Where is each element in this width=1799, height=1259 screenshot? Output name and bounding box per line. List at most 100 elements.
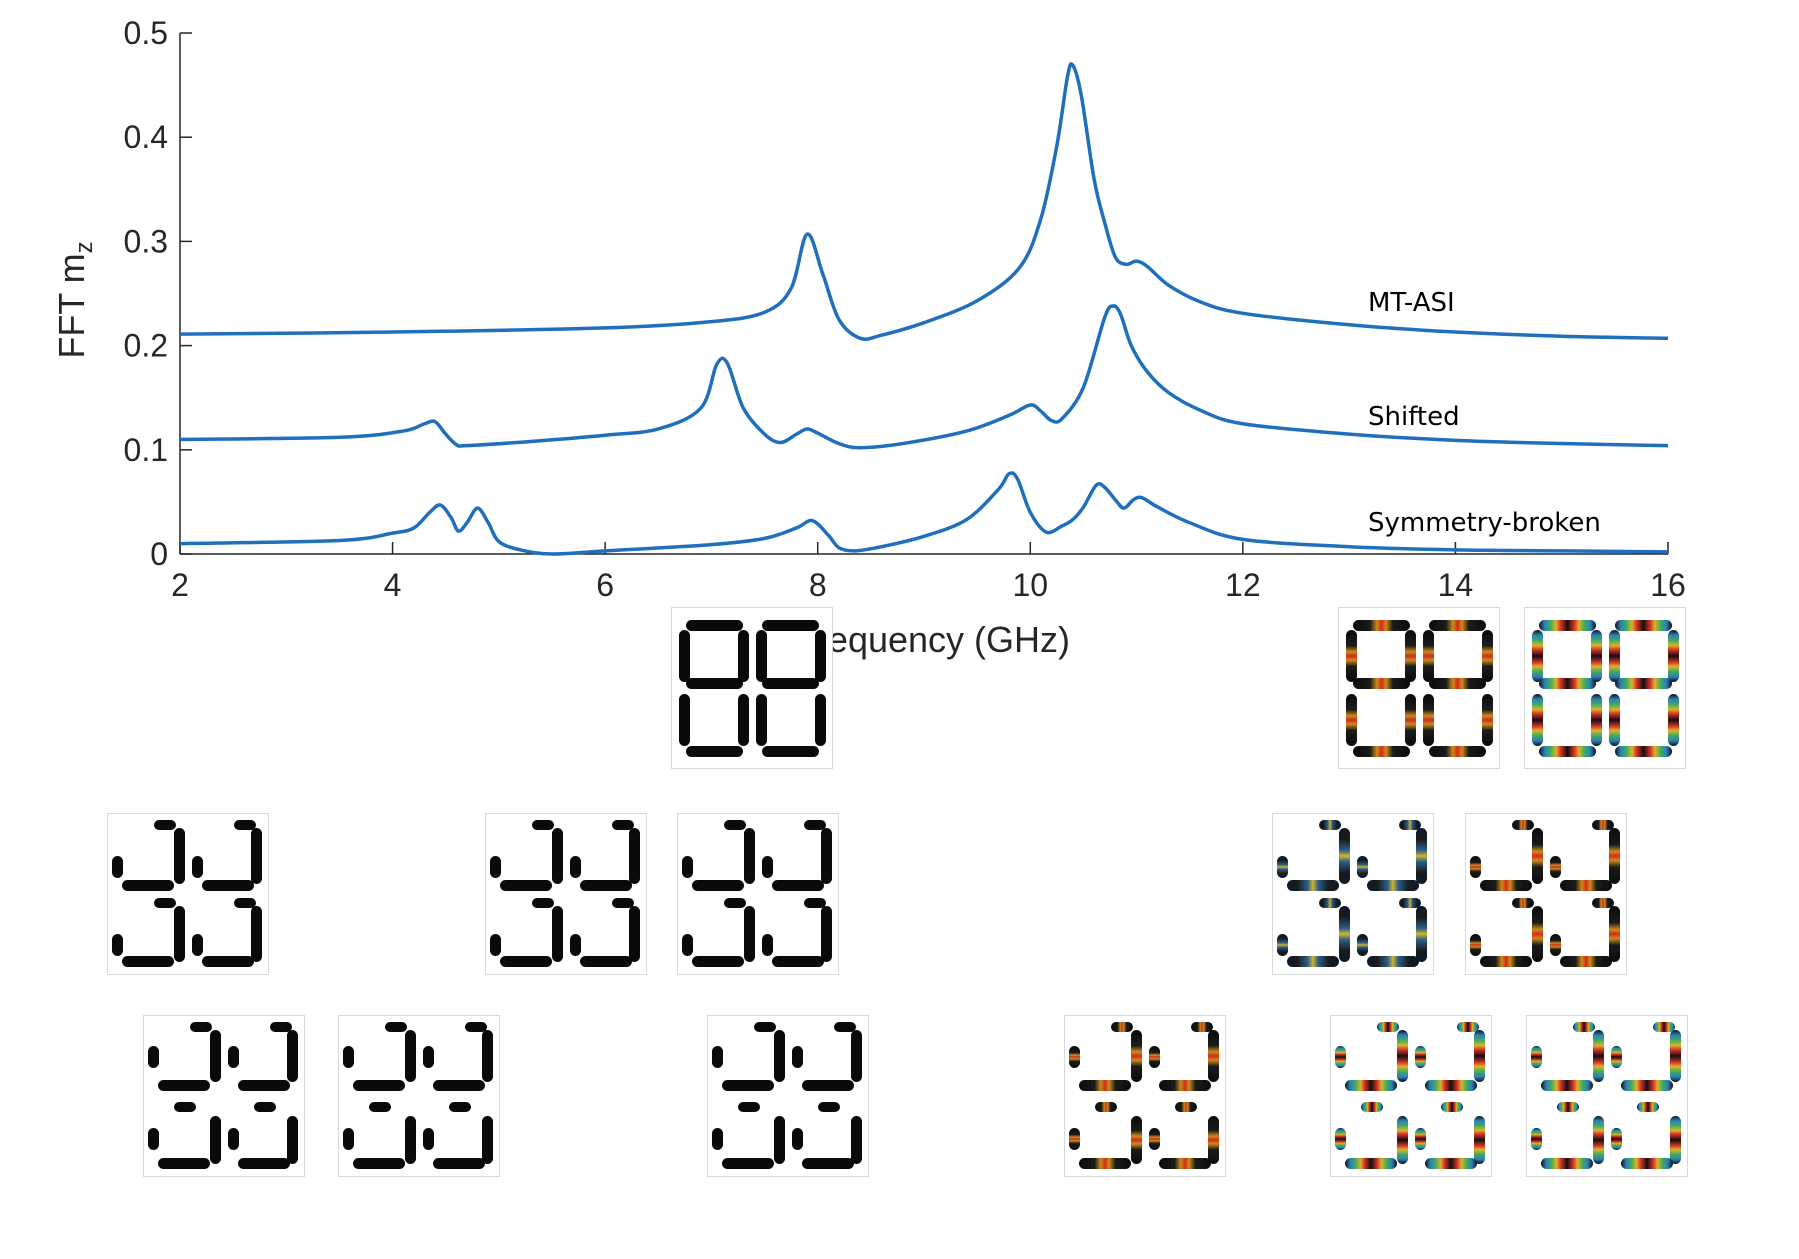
magnet-bar — [1611, 1128, 1622, 1150]
magnet-bar — [744, 828, 755, 884]
magnet-bar — [369, 1102, 391, 1112]
magnet-bar — [1425, 1080, 1477, 1091]
magnet-bar — [238, 1080, 290, 1091]
magnet-bar — [612, 898, 634, 908]
magnet-bar — [1069, 1128, 1080, 1150]
magnet-bar — [1405, 694, 1416, 746]
magnet-bar — [1441, 1102, 1463, 1112]
magnet-bar — [174, 828, 185, 884]
y-tick-label: 0 — [150, 536, 168, 572]
x-tick-label: 10 — [1012, 567, 1048, 603]
magnet-bar — [158, 1158, 210, 1169]
magnet-bar — [1532, 630, 1543, 682]
magnet-array — [1531, 1022, 1681, 1169]
magnet-bar — [792, 1128, 803, 1150]
magnet-array — [1532, 620, 1679, 757]
magnet-bar — [774, 1030, 785, 1082]
magnet-bar — [1429, 678, 1486, 689]
magnet-bar — [722, 1158, 774, 1169]
magnet-bar — [1474, 1116, 1485, 1164]
magnet-bar — [1615, 678, 1672, 689]
magnet-bar — [122, 880, 174, 891]
series-line-2 — [179, 471, 1669, 556]
magnet-bar — [532, 898, 554, 908]
magnet-bar — [423, 1046, 434, 1068]
magnet-bar — [821, 906, 832, 962]
magnet-bar — [570, 856, 581, 878]
magnet-bar — [1615, 620, 1672, 631]
mode-image — [677, 813, 839, 975]
magnet-bar — [1367, 880, 1419, 891]
magnet-bar — [1079, 1080, 1131, 1091]
magnet-bar — [1319, 898, 1341, 908]
magnet-bar — [148, 1046, 159, 1068]
magnet-bar — [405, 1116, 416, 1164]
magnet-bar — [1346, 694, 1357, 746]
magnet-bar — [1592, 898, 1614, 908]
magnet-bar — [1560, 880, 1612, 891]
magnet-bar — [1345, 1158, 1397, 1169]
magnet-bar — [679, 694, 690, 746]
magnet-bar — [353, 1080, 405, 1091]
magnet-bar — [1423, 694, 1434, 746]
magnet-bar — [1079, 1158, 1131, 1169]
mode-image — [143, 1015, 305, 1177]
series-label-1: Shifted — [1368, 402, 1460, 432]
magnet-bar — [1480, 956, 1532, 967]
magnet-bar — [762, 678, 819, 689]
magnet-bar — [192, 934, 203, 956]
magnet-bar — [1361, 1102, 1383, 1112]
magnet-bar — [1367, 956, 1419, 967]
magnet-bar — [762, 620, 819, 631]
magnet-bar — [1670, 1116, 1681, 1164]
magnet-bar — [210, 1116, 221, 1164]
magnet-bar — [804, 820, 826, 830]
magnet-bar — [1335, 1046, 1346, 1068]
magnet-bar — [802, 1158, 854, 1169]
magnet-bar — [629, 906, 640, 962]
magnet-bar — [744, 906, 755, 962]
magnet-bar — [834, 1022, 856, 1032]
magnet-bar — [1159, 1080, 1211, 1091]
magnet-bar — [1429, 746, 1486, 757]
magnet-array — [682, 820, 832, 967]
magnet-bar — [234, 898, 256, 908]
magnet-bar — [1532, 906, 1543, 962]
magnet-bar — [1457, 1022, 1479, 1032]
magnet-bar — [1539, 678, 1596, 689]
x-tick-label: 6 — [596, 567, 614, 603]
magnet-bar — [423, 1128, 434, 1150]
magnet-bar — [686, 620, 743, 631]
magnet-bar — [287, 1116, 298, 1164]
magnet-bar — [1621, 1158, 1673, 1169]
magnet-bar — [112, 934, 123, 956]
mode-image — [1330, 1015, 1492, 1177]
magnet-bar — [712, 1046, 723, 1068]
magnet-bar — [1149, 1128, 1160, 1150]
magnet-bar — [154, 820, 176, 830]
magnet-bar — [815, 694, 826, 746]
magnet-bar — [254, 1102, 276, 1112]
magnet-bar — [1512, 820, 1534, 830]
magnet-bar — [756, 694, 767, 746]
magnet-bar — [1339, 906, 1350, 962]
magnet-bar — [772, 880, 824, 891]
magnet-bar — [1609, 828, 1620, 884]
y-tick-label: 0.3 — [124, 223, 168, 259]
magnet-bar — [500, 880, 552, 891]
magnet-bar — [1470, 856, 1481, 878]
magnet-bar — [1593, 1116, 1604, 1164]
mode-image — [671, 607, 833, 769]
magnet-bar — [1591, 630, 1602, 682]
magnet-bar — [1670, 1030, 1681, 1082]
magnet-bar — [1339, 828, 1350, 884]
magnet-bar — [1319, 820, 1341, 830]
magnet-bar — [851, 1030, 862, 1082]
magnet-bar — [612, 820, 634, 830]
magnet-bar — [1405, 630, 1416, 682]
magnet-bar — [774, 1116, 785, 1164]
magnet-bar — [1470, 934, 1481, 956]
magnet-bar — [712, 1128, 723, 1150]
magnet-bar — [580, 956, 632, 967]
magnet-bar — [1149, 1046, 1160, 1068]
